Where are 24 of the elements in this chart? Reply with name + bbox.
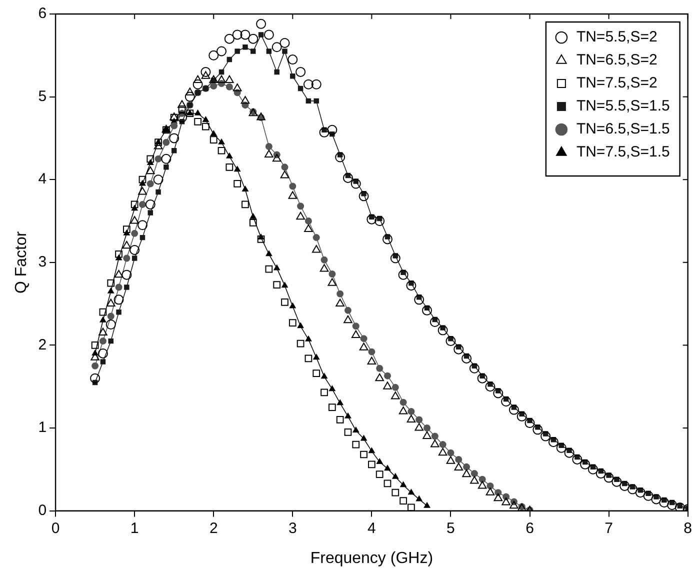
y-tick-label: 6	[38, 5, 47, 22]
legend-label: TN=7.5,S=2	[576, 74, 658, 92]
x-tick-label: 6	[526, 520, 534, 537]
y-tick-label: 0	[38, 502, 47, 519]
y-axis-title: Q Factor	[13, 230, 30, 294]
x-tick-label: 2	[209, 520, 218, 537]
x-tick-label: 8	[684, 520, 692, 537]
y-tick-label: 3	[38, 254, 47, 271]
y-tick-label: 4	[38, 170, 47, 188]
x-tick-label: 4	[368, 520, 376, 537]
y-tick-label: 2	[38, 336, 47, 354]
x-tick-label: 1	[130, 520, 139, 537]
legend-label: TN=5.5,S=1.5	[576, 98, 670, 115]
legend-label: TN=6.5,S=2	[576, 52, 658, 69]
y-tick-label: 5	[38, 88, 47, 105]
legend-label: TN=5.5,S=2	[576, 28, 658, 46]
legend-label: TN=6.5,S=1.5	[576, 120, 670, 138]
x-tick-label: 7	[604, 520, 613, 537]
x-tick-label: 0	[51, 520, 60, 537]
x-tick-label: 5	[446, 520, 455, 537]
legend-label: TN=7.5,S=1.5	[576, 144, 670, 161]
x-axis-title: Frequency (GHz)	[310, 550, 434, 567]
y-tick-label: 1	[38, 419, 47, 436]
x-tick-label: 3	[288, 520, 297, 537]
